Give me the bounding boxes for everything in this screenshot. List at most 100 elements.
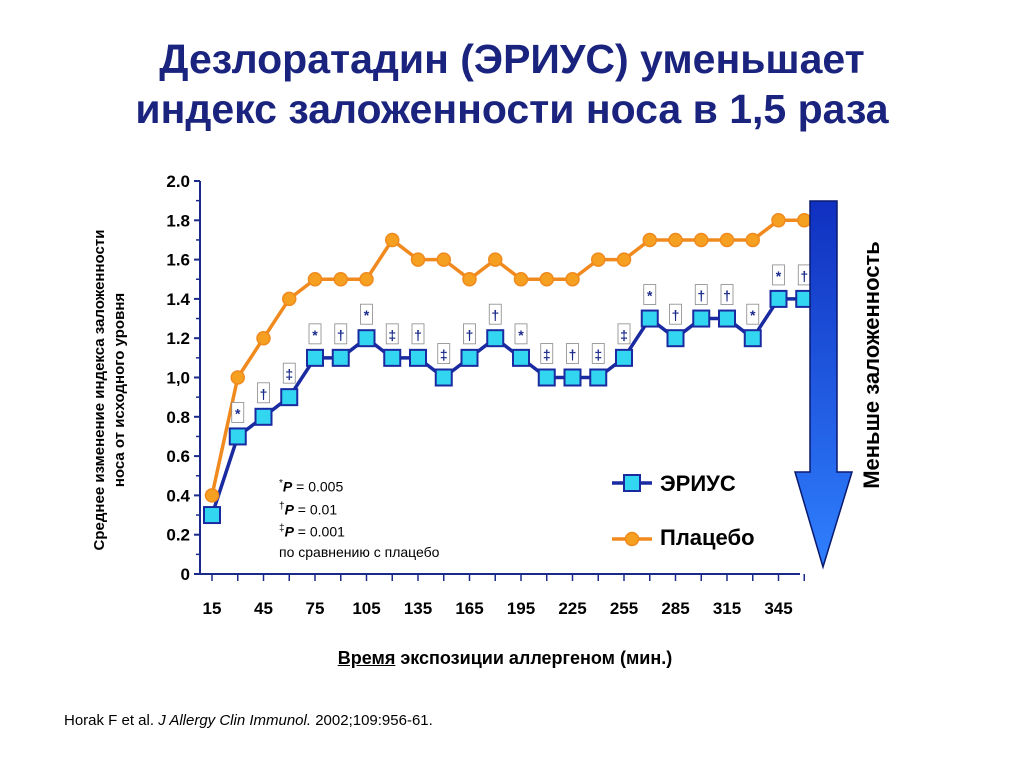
down-arrow-icon bbox=[793, 200, 854, 570]
placebo-point bbox=[616, 252, 632, 267]
slide-title: Дезлоратадин (ЭРИУС) уменьшает индекс за… bbox=[0, 34, 1024, 134]
significance-marker: * bbox=[750, 307, 756, 323]
placebo-point bbox=[230, 370, 245, 385]
erius-point bbox=[563, 368, 582, 387]
p-note-3: ‡P = 0.001 bbox=[279, 523, 345, 540]
erius-point bbox=[460, 348, 479, 367]
arrow-label: Меньше заложенность bbox=[859, 241, 884, 489]
legend-marker-erius bbox=[623, 474, 641, 492]
erius-point bbox=[409, 348, 427, 367]
erius-point bbox=[331, 348, 350, 367]
significance-marker: † bbox=[466, 327, 474, 343]
significance-box bbox=[540, 343, 554, 364]
significance-box bbox=[463, 323, 476, 345]
y-tick-label: 0.6 bbox=[166, 447, 190, 466]
significance-marker: ‡ bbox=[594, 347, 602, 363]
erius-point bbox=[589, 368, 608, 387]
x-tick-label: 75 bbox=[306, 599, 325, 618]
erius-point bbox=[434, 368, 453, 387]
significance-marker: * bbox=[364, 307, 370, 323]
erius-point bbox=[228, 427, 247, 446]
significance-box bbox=[257, 382, 270, 404]
placebo-point bbox=[668, 232, 683, 248]
significance-box bbox=[514, 323, 528, 345]
p-note-comparison: по сравнению с плацебо bbox=[279, 543, 440, 560]
significance-marker: † bbox=[697, 288, 705, 304]
x-tick-label: 285 bbox=[661, 599, 689, 618]
significance-box bbox=[617, 323, 631, 345]
placebo-point bbox=[359, 272, 374, 287]
erius-point bbox=[666, 329, 685, 348]
erius-point bbox=[512, 348, 530, 367]
x-tick-label: 255 bbox=[610, 599, 638, 618]
significance-marker: † bbox=[414, 327, 422, 343]
erius-point bbox=[640, 309, 659, 328]
significance-box bbox=[746, 303, 760, 325]
erius-point bbox=[486, 329, 505, 348]
y-tick-label: 0.2 bbox=[166, 526, 190, 545]
p-value-notes: *P = 0.005 †P = 0.01 ‡P = 0.001 по сравн… bbox=[279, 474, 439, 562]
significance-box bbox=[669, 303, 682, 325]
citation: Horak F et al. J Allergy Clin Immunol. 2… bbox=[64, 712, 433, 729]
significance-marker: † bbox=[672, 307, 680, 323]
significance-marker: * bbox=[312, 327, 318, 343]
significance-box bbox=[488, 303, 502, 325]
significance-marker: † bbox=[260, 386, 268, 402]
significance-box bbox=[566, 343, 579, 364]
erius-point bbox=[254, 407, 273, 426]
significance-box bbox=[308, 323, 322, 345]
significance-box bbox=[772, 264, 785, 286]
placebo-point bbox=[333, 272, 348, 287]
placebo-point bbox=[513, 272, 529, 287]
placebo-point bbox=[642, 232, 657, 248]
placebo-point bbox=[591, 252, 606, 267]
x-tick-label: 45 bbox=[254, 599, 273, 618]
placebo-point bbox=[385, 232, 400, 248]
title-line-1: Дезлоратадин (ЭРИУС) уменьшает bbox=[159, 36, 865, 82]
significance-marker: † bbox=[337, 327, 345, 343]
significance-box bbox=[643, 284, 657, 305]
significance-marker: ‡ bbox=[543, 347, 551, 363]
significance-box bbox=[591, 343, 605, 364]
significance-marker: † bbox=[800, 268, 808, 284]
placebo-point bbox=[204, 488, 220, 503]
x-tick-label: 345 bbox=[764, 599, 792, 618]
erius-point bbox=[357, 329, 376, 348]
erius-point bbox=[615, 348, 633, 367]
x-tick-label: 165 bbox=[455, 599, 483, 618]
placebo-point bbox=[307, 272, 323, 287]
y-tick-label: 1.6 bbox=[166, 251, 190, 270]
significance-box bbox=[282, 362, 296, 384]
legend-label-erius: ЭРИУС bbox=[660, 471, 736, 496]
title-line-2: индекс заложенности носа в 1,5 раза bbox=[135, 86, 889, 132]
significance-box bbox=[360, 303, 373, 325]
erius-point bbox=[743, 329, 762, 348]
significance-marker: * bbox=[776, 268, 782, 284]
x-tick-label: 315 bbox=[713, 599, 741, 618]
placebo-point bbox=[745, 232, 760, 248]
erius-point bbox=[306, 348, 324, 367]
placebo-point bbox=[719, 232, 735, 248]
legend-marker-placebo bbox=[624, 531, 640, 547]
significance-box bbox=[231, 402, 245, 423]
y-tick-label: 2.0 bbox=[166, 172, 190, 191]
significance-marker: ‡ bbox=[388, 327, 396, 343]
x-tick-label: 135 bbox=[404, 599, 432, 618]
placebo-point bbox=[565, 272, 580, 287]
erius-point bbox=[280, 388, 299, 407]
placebo-point bbox=[436, 252, 451, 267]
y-tick-label: 1.2 bbox=[166, 329, 190, 348]
placebo-point bbox=[462, 272, 477, 287]
significance-marker: † bbox=[723, 288, 731, 304]
erius-point bbox=[769, 289, 788, 308]
p-note-2: †P = 0.01 bbox=[279, 500, 338, 518]
erius-point bbox=[692, 309, 711, 328]
placebo-point bbox=[539, 272, 554, 287]
erius-point bbox=[203, 506, 221, 525]
legend-label-placebo: Плацебо bbox=[660, 525, 755, 550]
placebo-point bbox=[797, 213, 812, 228]
significance-box bbox=[694, 284, 708, 305]
significance-box bbox=[385, 323, 399, 345]
erius-point bbox=[718, 309, 736, 328]
